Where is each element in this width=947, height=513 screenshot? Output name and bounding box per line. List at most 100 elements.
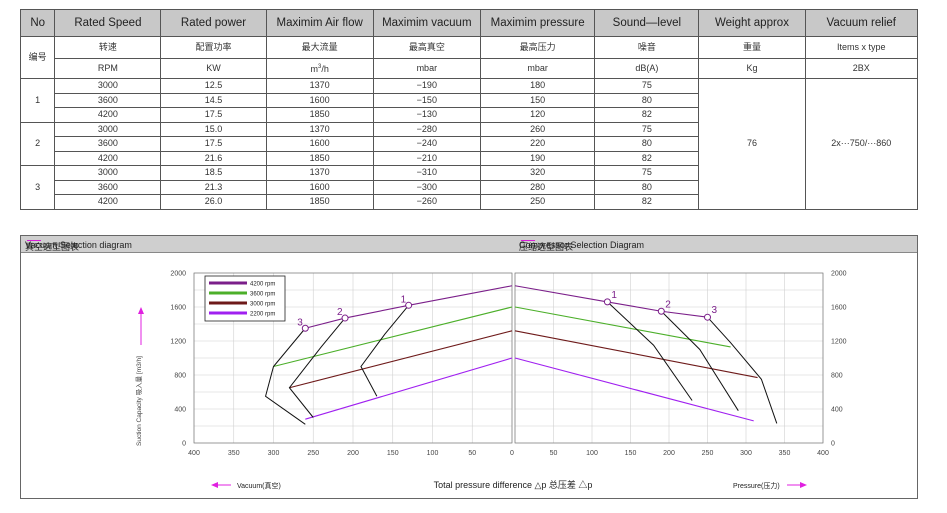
col-header: Rated power <box>160 9 267 37</box>
diagram-header: Vacuum Selection diagram 真空选型图表 Compresso… <box>21 236 917 253</box>
model-label: 1 <box>401 294 407 305</box>
unit-cell: Kg <box>698 58 806 79</box>
model-curve-pressure <box>707 316 778 424</box>
x-tick-label: 250 <box>307 450 319 457</box>
x-tick-label: 350 <box>779 450 791 457</box>
table-cell: 82 <box>594 194 700 210</box>
y-tick-label: 1600 <box>170 305 186 312</box>
cn-cell: 噪音 <box>594 36 700 59</box>
compressor-title-dash <box>521 240 535 241</box>
table-cell: 18.5 <box>160 165 267 181</box>
table-cell: 75 <box>594 78 700 94</box>
table-cell: −130 <box>372 107 481 123</box>
vacuum-title-cn: 真空选型图表 <box>25 242 80 252</box>
series-line-vacuum <box>305 357 513 420</box>
unit-cell: dB(A) <box>594 58 700 79</box>
vacuum-title-text: Vacuum Selection diagram <box>25 240 132 250</box>
table-cell: 250 <box>479 194 596 210</box>
y-tick-label: 1200 <box>831 339 847 346</box>
legend-label: 3000 rpm <box>250 302 275 308</box>
model-curve-pressure <box>660 310 739 411</box>
col-header: Maximim vacuum <box>372 9 481 37</box>
table-cell: 75 <box>594 121 700 137</box>
y-tick-label: 1600 <box>831 305 847 312</box>
cn-cell: 重量 <box>698 36 806 59</box>
table-cell: 190 <box>479 150 596 166</box>
table-cell: 150 <box>479 92 596 108</box>
table-row: 3 3000 18.5 1370 −310 320 75 <box>19 165 918 210</box>
cn-cell: 最高压力 <box>479 36 596 59</box>
table-cell: 82 <box>594 150 700 166</box>
table-cell: 1600 <box>265 136 374 152</box>
unit-cell: RPM <box>54 58 162 79</box>
y-tick-label: 800 <box>831 373 843 380</box>
unit-cell: 2BX <box>804 58 919 79</box>
group-no-cell: 2 <box>19 121 56 166</box>
pressure-direction-label: Pressure(压力) <box>733 481 780 490</box>
table-cell: 4200 <box>54 150 162 166</box>
x-tick-label: 0 <box>510 450 514 457</box>
x-tick-label: 100 <box>586 450 598 457</box>
y-tick-label: 1200 <box>170 339 186 346</box>
table-cell: 17.5 <box>160 136 267 152</box>
table-row: 2 3000 15.0 1370 −280 260 75 <box>19 121 918 166</box>
units-row: RPM KW m3/h mbar mbar dB(A) Kg 2BX <box>21 58 919 79</box>
compressor-title-cn: 压缩选型图表 <box>519 242 574 252</box>
table-cell: 1600 <box>265 179 374 195</box>
right-arrow-icon <box>800 482 807 488</box>
x-tick-label: 300 <box>740 450 752 457</box>
x-tick-label: 200 <box>347 450 359 457</box>
table-cell: −280 <box>372 121 481 137</box>
y-tick-label: 800 <box>174 373 186 380</box>
legend-label: 4200 rpm <box>250 282 275 288</box>
table-cell: −190 <box>372 78 481 94</box>
y-tick-label: 2000 <box>170 271 186 278</box>
model-marker <box>603 298 611 306</box>
x-tick-label: 100 <box>427 450 439 457</box>
table-row: 3600 17.5 1600 −240 220 80 <box>21 136 918 152</box>
table-cell: 1850 <box>265 107 374 123</box>
series-line-vacuum <box>305 285 513 329</box>
left-arrow-icon <box>211 482 218 488</box>
x-tick-label: 50 <box>550 450 558 457</box>
model-marker <box>405 301 413 309</box>
cn-header-row: 编号 转速 配置功率 最大流量 最高真空 最高压力 噪音 重量 Items x … <box>19 36 919 79</box>
series-line-pressure <box>514 285 708 318</box>
x-tick-label: 200 <box>663 450 675 457</box>
table-cell: 1600 <box>265 92 374 108</box>
table-row: 1 3000 12.5 1370 −190 180 75 76 2x···750… <box>19 78 919 210</box>
unit-cell: m3/h <box>265 58 374 79</box>
spec-table: No Rated Speed Rated power Maximim Air f… <box>19 9 919 210</box>
unit-cell: KW <box>160 58 267 79</box>
col-header: Rated Speed <box>54 9 162 37</box>
model-label: 3 <box>297 317 303 328</box>
x-tick-label: 250 <box>702 450 714 457</box>
table-cell: 80 <box>594 92 700 108</box>
table-cell: −300 <box>372 179 481 195</box>
model-curve-vacuum <box>360 304 410 397</box>
compressor-title-text: Compressor Selection Diagram <box>519 240 645 250</box>
group-no-cell: 3 <box>19 165 56 210</box>
col-header: Weight approx <box>698 9 806 37</box>
series-line-vacuum <box>289 330 513 389</box>
table-cell: 180 <box>479 78 596 94</box>
y-tick-label: 400 <box>831 407 843 414</box>
table-cell: −260 <box>372 194 481 210</box>
table-cell: −310 <box>372 165 481 181</box>
table-cell: 3000 <box>54 165 162 181</box>
col-header: Maximim Air flow <box>265 9 374 37</box>
table-cell: 4200 <box>54 107 162 123</box>
col-header: Sound—level <box>594 9 700 37</box>
y-tick-label: 2000 <box>831 271 847 278</box>
table-cell: 220 <box>479 136 596 152</box>
table-cell: 26.0 <box>160 194 267 210</box>
unit-superscript: 3 <box>317 64 322 70</box>
table-cell: 12.5 <box>160 78 267 94</box>
y-tick-label: 0 <box>831 441 835 448</box>
relief-cell: 2x···750/···860 <box>804 78 919 210</box>
model-marker <box>704 313 711 321</box>
table-cell: 15.0 <box>160 121 267 137</box>
x-tick-label: 400 <box>817 450 829 457</box>
table-cell: 82 <box>594 107 700 123</box>
y-axis-label: Suction Capacity 吸入量 [m3/h] <box>135 356 143 446</box>
